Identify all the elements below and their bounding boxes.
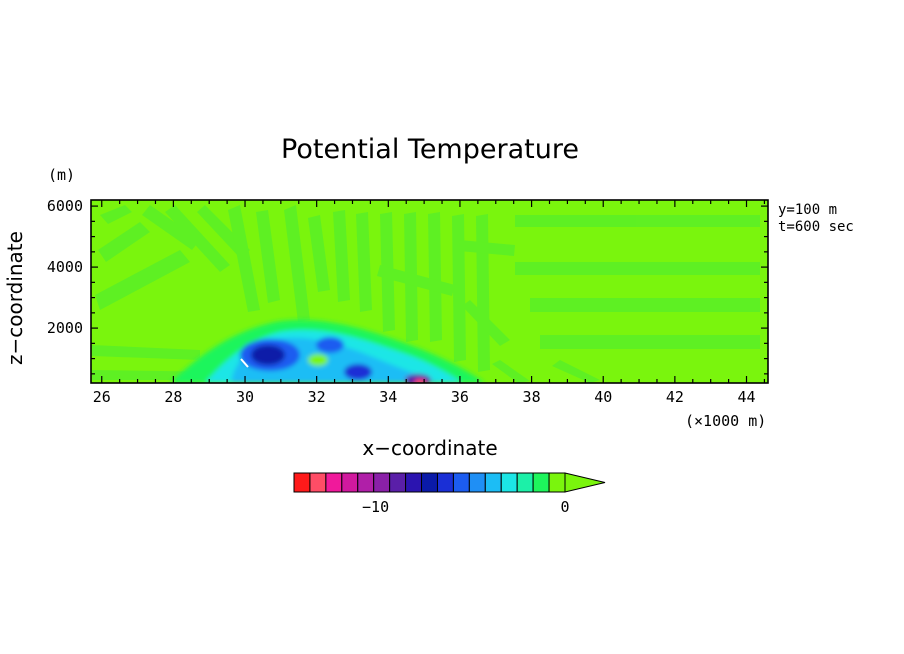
x-tick-label: 26	[93, 388, 111, 406]
x-tick-label: 36	[451, 388, 469, 406]
y-tick-label: 4000	[47, 258, 83, 276]
colorbar-swatch	[421, 472, 438, 493]
x-tick-label: 28	[164, 388, 182, 406]
colorbar-tick-label: 0	[560, 498, 569, 516]
y-tick-label: 2000	[47, 319, 83, 337]
colorbar-swatch	[532, 472, 550, 493]
colorbar-swatch	[389, 472, 407, 493]
anomaly-warm-spot	[308, 354, 328, 366]
colorbar-swatch	[293, 472, 311, 493]
anomaly-core-1	[251, 345, 285, 365]
plot-frame	[90, 199, 769, 384]
x-axis: 26 28 30 32 34 36 38 40 42 44	[93, 200, 766, 406]
cold-pool-anomaly	[170, 319, 485, 383]
x-tick-label: 34	[379, 388, 397, 406]
colorbar-tick-label: −10	[362, 498, 389, 516]
x-tick-label: 32	[308, 388, 326, 406]
annotation-t: t=600 sec	[778, 219, 854, 235]
colorbar-swatch	[548, 472, 566, 493]
colorbar: −10 0	[293, 472, 606, 516]
colorbar-extend-arrow	[564, 472, 606, 493]
anomaly-surface-core	[414, 379, 426, 383]
y-unit-label: (m)	[48, 166, 75, 184]
anomaly-core-3	[344, 364, 372, 380]
colorbar-swatch	[325, 472, 343, 493]
colorbar-swatch	[452, 472, 470, 493]
colorbar-swatch	[516, 472, 534, 493]
y-axis: 2000 4000 6000	[47, 197, 768, 375]
chart-title: Potential Temperature	[281, 134, 579, 165]
annotation-y: y=100 m	[778, 202, 837, 218]
colorbar-swatch	[500, 472, 518, 493]
x-tick-label: 42	[666, 388, 684, 406]
colorbar-swatch	[309, 472, 327, 493]
x-tick-label: 44	[737, 388, 755, 406]
colorbar-swatch	[484, 472, 502, 493]
colorbar-swatch	[436, 472, 454, 493]
colorbar-swatch	[405, 472, 423, 493]
y-axis-title: z−coordinate	[3, 231, 27, 365]
anomaly-core-2	[316, 337, 344, 353]
y-tick-label: 6000	[47, 197, 83, 215]
colorbar-swatch	[357, 472, 375, 493]
x-axis-title: x−coordinate	[362, 436, 497, 460]
x-unit-label: (×1000 m)	[685, 412, 766, 430]
x-tick-label: 40	[594, 388, 612, 406]
colorbar-swatch	[341, 472, 359, 493]
white-mark	[240, 358, 249, 368]
colorbar-swatch	[373, 472, 391, 493]
colorbar-swatch	[468, 472, 486, 493]
x-tick-label: 30	[236, 388, 254, 406]
plot-area: 26 28 30 32 34 36 38 40 42 44 2000 4000 6000	[47, 197, 769, 406]
x-tick-label: 38	[523, 388, 541, 406]
wave-pattern	[92, 205, 760, 383]
